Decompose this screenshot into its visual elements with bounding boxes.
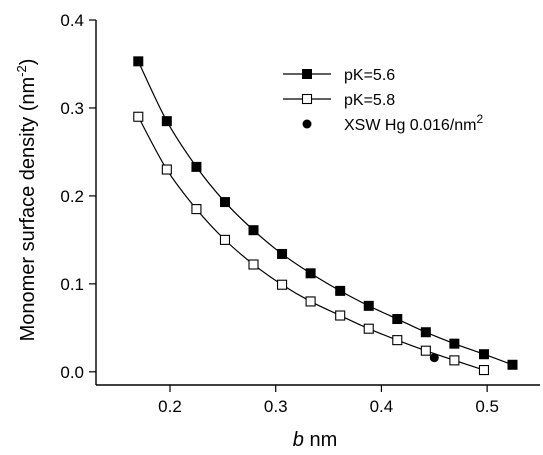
- y-tick-label: 0.4: [60, 11, 84, 30]
- series-3: [429, 353, 439, 363]
- legend: pK=5.6 pK=5.8 XSW Hg 0.016/nm2: [283, 67, 484, 134]
- data-point: [478, 349, 489, 360]
- data-point: [420, 345, 431, 356]
- y-axis-title: Monomer surface density (nm-2): [14, 59, 39, 342]
- legend-marker: [301, 93, 313, 105]
- data-point: [161, 164, 172, 175]
- legend-item: XSW Hg 0.016/nm2: [302, 112, 484, 134]
- data-point: [248, 225, 259, 236]
- data-point: [363, 323, 374, 334]
- data-point: [449, 355, 460, 366]
- y-tick-label: 0.2: [60, 187, 84, 206]
- data-point: [277, 248, 288, 259]
- data-point: [507, 359, 518, 370]
- legend-marker: [302, 69, 312, 79]
- y-tick-label: 0.0: [60, 363, 84, 382]
- axes: [95, 20, 540, 386]
- data-point: [305, 296, 316, 307]
- data-point: [478, 364, 490, 376]
- data-point: [191, 204, 202, 215]
- legend-label: pK=5.8: [344, 92, 395, 109]
- legend-marker: [302, 119, 312, 129]
- x-tick-label: 0.3: [264, 397, 288, 416]
- data-point: [305, 268, 316, 279]
- y-tick-label: 0.3: [60, 99, 84, 118]
- legend-label: pK=5.6: [344, 67, 395, 84]
- data-point: [420, 327, 431, 338]
- x-axis-title-variable: b: [293, 429, 304, 451]
- x-axis-title-unit: nm: [304, 429, 337, 451]
- data-point: [191, 161, 202, 172]
- x-axis-title: b nm: [293, 429, 337, 451]
- legend-item: pK=5.6: [283, 67, 395, 84]
- series-1: [133, 56, 518, 370]
- data-point: [335, 310, 346, 321]
- series: [133, 56, 518, 376]
- data-point: [429, 353, 439, 363]
- x-tick-label: 0.4: [370, 397, 394, 416]
- legend-item: pK=5.8: [283, 92, 395, 109]
- data-point: [161, 116, 172, 127]
- y-axis-title-sup: -2: [14, 65, 29, 77]
- data-point: [392, 314, 403, 325]
- data-point: [335, 285, 346, 296]
- y-axis-title-main: Monomer surface density (nm: [17, 77, 39, 342]
- legend-label: XSW Hg 0.016/nm2: [344, 112, 484, 134]
- data-point: [277, 279, 288, 290]
- data-point: [248, 259, 259, 270]
- data-point: [219, 197, 230, 208]
- y-axis-title-close: ): [17, 59, 39, 66]
- data-point: [363, 300, 374, 311]
- y-tick-label: 0.1: [60, 275, 84, 294]
- x-tick-label: 0.5: [475, 397, 499, 416]
- data-point: [133, 56, 144, 67]
- data-point: [392, 335, 403, 346]
- ticks: 0.0 0.1 0.2 0.3 0.4 0.2 0.3 0.4 0.5: [60, 11, 499, 416]
- series-line: [137, 116, 485, 371]
- series-2: [133, 111, 490, 376]
- data-point: [219, 234, 231, 245]
- data-point: [449, 338, 460, 349]
- data-point: [133, 111, 144, 122]
- x-tick-label: 0.2: [158, 397, 182, 416]
